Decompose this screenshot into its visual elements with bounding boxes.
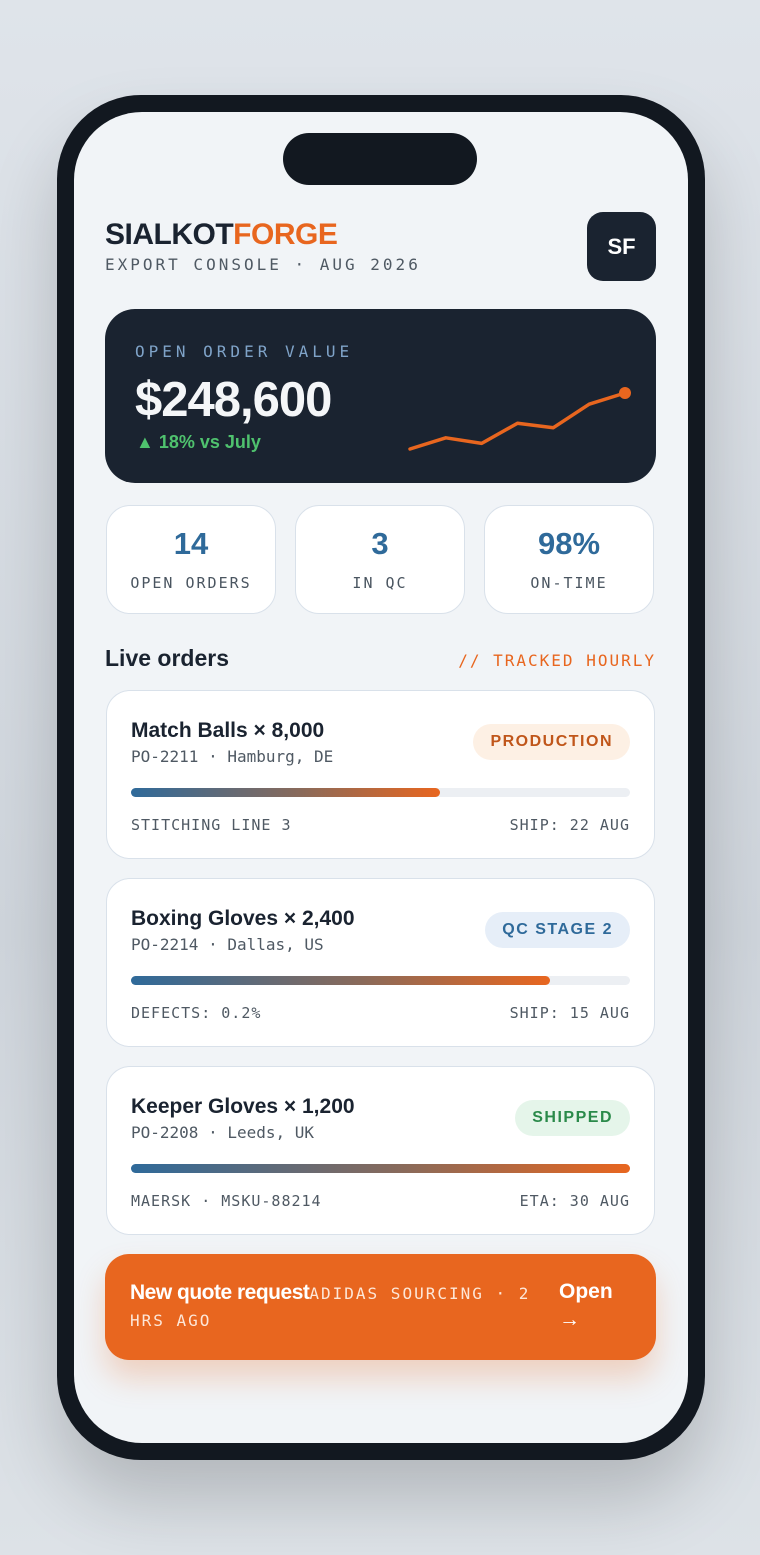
order-left: DEFECTS: 0.2% — [131, 1004, 262, 1022]
order-left: STITCHING LINE 3 — [131, 816, 292, 834]
stat-value: 98% — [537, 526, 601, 561]
order-right: SHIP: 22 AUG — [509, 816, 630, 834]
brand-a: SIALKOT — [105, 218, 234, 251]
progress-fill — [131, 1164, 630, 1173]
status-badge: QC STAGE 2 — [485, 912, 630, 948]
order-sub: PO-2211 · Hamburg, DE — [131, 747, 334, 766]
hero-value: $248,600 — [135, 373, 332, 427]
order-card[interactable]: Match Balls × 8,000 PO-2211 · Hamburg, DE… — [106, 690, 655, 859]
sparkline-dot — [619, 387, 631, 399]
brand-b: FORGE — [233, 218, 338, 251]
status-badge: PRODUCTION — [473, 724, 630, 760]
stat-label: IN QC — [352, 574, 408, 592]
notch — [283, 133, 477, 185]
banner-detail: ADIDAS SOURCING · 2 HRS AGO — [130, 1284, 531, 1330]
subtitle: EXPORT CONSOLE · AUG 2026 — [105, 255, 421, 274]
order-right: SHIP: 15 AUG — [509, 1004, 630, 1022]
stat-card: 98% ON-TIME — [484, 505, 654, 614]
section-note: // TRACKED HOURLY — [458, 651, 656, 670]
sparkline-line — [408, 391, 627, 451]
banner-text: New quote requestADIDAS SOURCING · 2 HRS… — [130, 1280, 540, 1335]
section-title: Live orders — [105, 645, 229, 671]
order-card[interactable]: Boxing Gloves × 2,400 PO-2214 · Dallas, U… — [106, 878, 655, 1047]
status-badge: SHIPPED — [515, 1100, 630, 1136]
stat-value: 14 — [173, 526, 209, 561]
progress-track — [131, 788, 630, 797]
hero-label: OPEN ORDER VALUE — [135, 342, 354, 361]
stat-card: 14 OPEN ORDERS — [106, 505, 276, 614]
progress-fill — [131, 788, 441, 797]
hero-delta: ▲ 18% vs July — [136, 432, 261, 452]
stat-value: 3 — [371, 526, 389, 561]
order-left: MAERSK · MSKU-88214 — [131, 1192, 322, 1210]
order-title: Boxing Gloves × 2,400 — [131, 907, 355, 930]
order-sub: PO-2214 · Dallas, US — [131, 935, 324, 954]
stat-label: OPEN ORDERS — [130, 574, 252, 592]
banner-action[interactable]: Open → — [559, 1280, 613, 1331]
quote-banner[interactable]: New quote requestADIDAS SOURCING · 2 HRS… — [105, 1254, 656, 1360]
order-card[interactable]: Keeper Gloves × 1,200 PO-2208 · Leeds, UK… — [106, 1066, 655, 1235]
brand: SIALKOTFORGE — [105, 218, 338, 252]
order-right: ETA: 30 AUG — [519, 1192, 630, 1210]
order-sub: PO-2208 · Leeds, UK — [131, 1123, 315, 1142]
stat-card: 3 IN QC — [295, 505, 465, 614]
hero-card: OPEN ORDER VALUE $248,600 ▲ 18% vs July — [105, 309, 656, 483]
progress-track — [131, 976, 630, 985]
sparkline — [408, 387, 631, 451]
screen: SIALKOTFORGE EXPORT CONSOLE · AUG 2026 S… — [74, 112, 688, 1443]
order-title: Keeper Gloves × 1,200 — [131, 1095, 355, 1118]
progress-track — [131, 1164, 630, 1173]
avatar[interactable]: SF — [587, 212, 656, 281]
progress-fill — [131, 976, 551, 985]
stat-label: ON-TIME — [530, 574, 608, 592]
banner-title: New quote request — [130, 1281, 310, 1304]
order-title: Match Balls × 8,000 — [131, 719, 325, 742]
